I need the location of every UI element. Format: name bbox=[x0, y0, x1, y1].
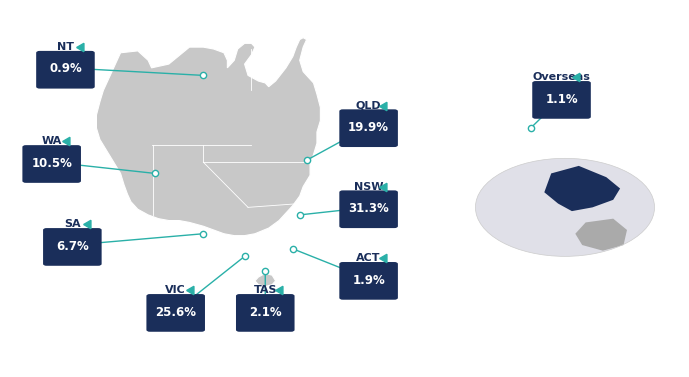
Text: WA: WA bbox=[41, 136, 62, 146]
Text: 6.7%: 6.7% bbox=[56, 240, 89, 253]
Text: NT: NT bbox=[57, 42, 74, 52]
FancyBboxPatch shape bbox=[22, 145, 81, 183]
Polygon shape bbox=[96, 38, 320, 236]
Circle shape bbox=[475, 158, 655, 256]
Text: 19.9%: 19.9% bbox=[348, 121, 389, 134]
Polygon shape bbox=[544, 166, 620, 211]
Text: 2.1%: 2.1% bbox=[249, 306, 282, 319]
FancyBboxPatch shape bbox=[532, 81, 591, 119]
FancyBboxPatch shape bbox=[340, 190, 398, 228]
Text: NSW: NSW bbox=[354, 182, 383, 192]
Text: 25.6%: 25.6% bbox=[155, 306, 196, 319]
Text: SA: SA bbox=[64, 219, 81, 229]
Text: 10.5%: 10.5% bbox=[31, 157, 72, 170]
Text: QLD: QLD bbox=[356, 101, 382, 110]
FancyBboxPatch shape bbox=[146, 294, 205, 332]
FancyBboxPatch shape bbox=[37, 51, 95, 89]
Text: 1.1%: 1.1% bbox=[545, 93, 578, 106]
FancyBboxPatch shape bbox=[43, 228, 102, 266]
Text: VIC: VIC bbox=[165, 285, 186, 295]
Text: 1.9%: 1.9% bbox=[352, 274, 385, 287]
Text: ACT: ACT bbox=[356, 253, 381, 263]
Text: 0.9%: 0.9% bbox=[49, 63, 82, 75]
Text: 31.3%: 31.3% bbox=[348, 202, 389, 215]
Text: Overseas: Overseas bbox=[533, 72, 590, 82]
FancyBboxPatch shape bbox=[340, 109, 398, 147]
FancyBboxPatch shape bbox=[340, 262, 398, 300]
Text: TAS: TAS bbox=[254, 285, 277, 295]
Polygon shape bbox=[255, 273, 276, 287]
Polygon shape bbox=[575, 219, 627, 251]
FancyBboxPatch shape bbox=[236, 294, 295, 332]
